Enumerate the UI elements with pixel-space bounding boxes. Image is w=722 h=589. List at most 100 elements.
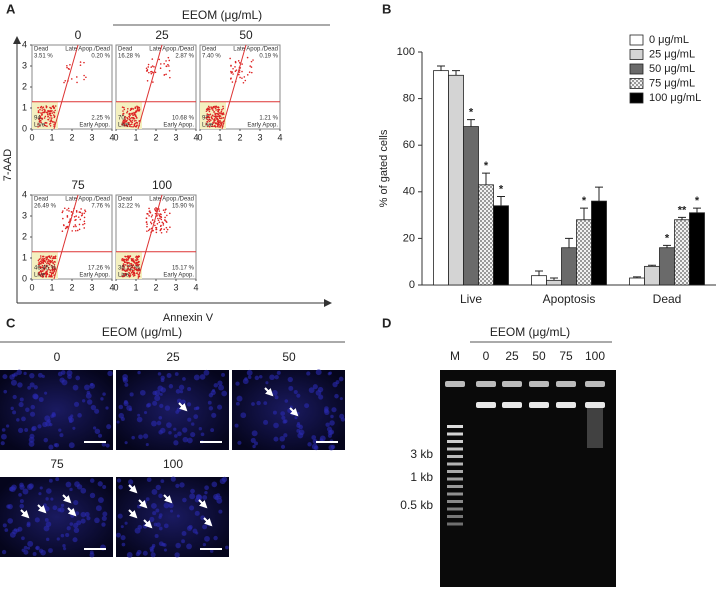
event-dot <box>63 207 66 210</box>
event-dot <box>154 212 157 215</box>
ladder-band <box>447 447 463 451</box>
nucleus <box>199 374 206 380</box>
event-dot <box>155 210 157 213</box>
nucleus <box>137 413 141 417</box>
error-bar <box>437 65 445 71</box>
nucleus <box>158 429 163 435</box>
nucleus <box>263 401 268 405</box>
quadrant-name: Live <box>34 273 46 279</box>
nucleus <box>175 389 181 394</box>
nucleus <box>23 549 29 555</box>
event-dot <box>80 208 82 210</box>
x-tick-label: 3 <box>89 282 94 292</box>
event-dot <box>123 272 125 275</box>
event-dot <box>230 77 232 79</box>
nucleus <box>287 376 293 383</box>
nucleus <box>159 403 164 408</box>
nucleus <box>65 481 72 488</box>
gate-line <box>137 44 163 130</box>
event-dot <box>122 268 125 270</box>
event-dot <box>161 221 164 224</box>
ladder-band <box>447 500 463 503</box>
nucleus <box>246 369 253 376</box>
nucleus <box>204 485 209 491</box>
event-dot <box>84 209 86 211</box>
event-dot <box>150 215 153 218</box>
y-tick-label: 1 <box>22 252 27 262</box>
nucleus <box>176 398 182 404</box>
nucleus <box>0 441 5 446</box>
event-dot <box>128 116 131 118</box>
nucleus <box>49 422 53 427</box>
y-tick-label: 0 <box>22 123 27 133</box>
nucleus <box>48 444 54 450</box>
nucleus <box>154 390 161 396</box>
event-dot <box>124 118 126 121</box>
nucleus <box>161 542 166 547</box>
nucleus <box>204 490 208 495</box>
event-dot <box>150 72 153 75</box>
nucleus <box>319 435 326 442</box>
event-dot <box>122 259 125 262</box>
event-dot <box>162 222 165 225</box>
event-dot <box>130 267 132 269</box>
nucleus <box>19 499 24 504</box>
nucleus <box>208 392 214 398</box>
event-dot <box>130 125 132 128</box>
event-dot <box>42 267 45 269</box>
event-dot <box>165 231 168 233</box>
x-tick-label: 0 <box>113 282 118 292</box>
quadrant-value: 26.49 % <box>34 204 57 210</box>
event-dot <box>138 106 141 109</box>
nucleus <box>7 518 14 524</box>
event-dot <box>134 111 137 114</box>
nucleus <box>69 522 74 526</box>
error-bar <box>535 270 543 276</box>
nucleus <box>332 381 338 388</box>
nucleus <box>182 436 189 443</box>
event-dot <box>42 274 44 276</box>
event-dot <box>52 105 55 107</box>
nucleus <box>170 509 174 513</box>
event-dot <box>136 269 138 272</box>
nucleus <box>136 416 143 423</box>
nucleus <box>19 503 25 509</box>
event-dot <box>165 73 167 76</box>
event-dot <box>75 211 78 213</box>
image-label: 100 <box>163 457 183 471</box>
event-dot <box>159 228 162 231</box>
error-bar <box>452 70 460 76</box>
quadrant-value: 46.45 % <box>34 266 57 272</box>
nucleus <box>173 427 177 431</box>
event-dot <box>66 215 69 217</box>
event-dot <box>129 275 131 278</box>
nucleus <box>44 518 49 522</box>
nucleus <box>38 548 44 554</box>
event-dot <box>50 107 52 109</box>
quadrant-name: Dead <box>118 197 132 203</box>
nucleus <box>80 518 86 524</box>
quadrant-name: Early Apop. <box>79 123 110 129</box>
event-dot <box>212 109 214 111</box>
bar <box>561 247 577 286</box>
event-dot <box>146 225 148 228</box>
event-dot <box>155 226 157 229</box>
y-tick-label: 60 <box>403 139 415 151</box>
event-dot <box>133 124 136 126</box>
nucleus <box>68 442 75 449</box>
legend-swatch <box>629 78 644 89</box>
nucleus <box>116 420 120 424</box>
nucleus <box>81 399 86 403</box>
quadrant-name: Early Apop. <box>247 123 278 129</box>
error-bar <box>648 264 656 267</box>
bar <box>433 70 449 286</box>
event-dot <box>70 78 73 80</box>
event-dot <box>129 272 131 275</box>
event-dot <box>159 217 161 220</box>
nucleus <box>283 419 288 424</box>
nucleus <box>85 392 92 399</box>
nucleus <box>202 542 207 547</box>
nucleus <box>200 432 205 437</box>
event-dot <box>167 63 169 66</box>
event-dot <box>38 117 41 120</box>
